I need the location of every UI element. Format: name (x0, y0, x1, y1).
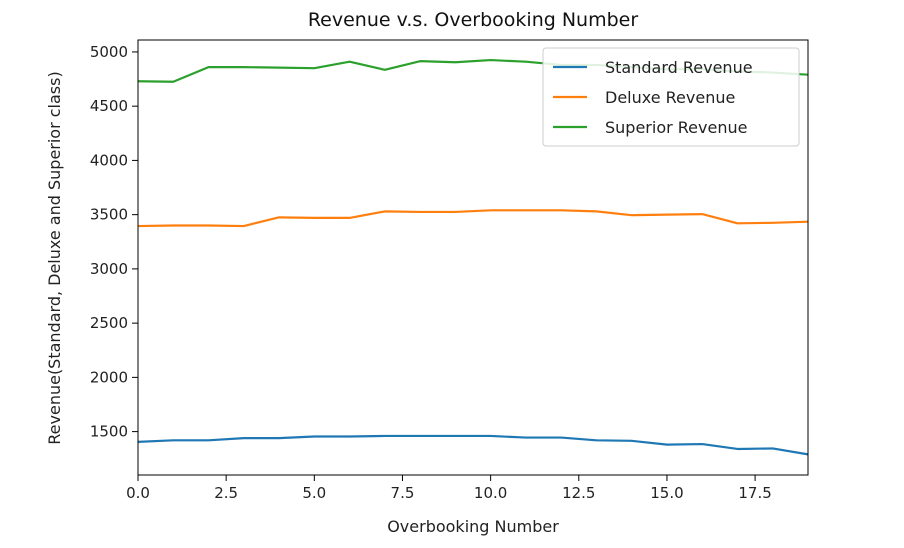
y-tick-label: 1500 (90, 423, 128, 441)
x-tick-label: 12.5 (562, 484, 595, 502)
y-axis-ticks: 1500 2000 2500 3000 3500 4000 4500 5000 (90, 43, 138, 441)
x-tick-label: 0.0 (126, 484, 150, 502)
legend: Standard Revenue Deluxe Revenue Superior R… (542, 47, 800, 147)
chart-title: Revenue v.s. Overbooking Number (308, 9, 639, 31)
x-tick-label: 15.0 (650, 484, 683, 502)
legend-entry-label: Superior Revenue (605, 118, 747, 137)
series-line-standard-revenue (137, 434, 809, 456)
x-axis-ticks: 0.0 2.5 5.0 7.5 10.0 12.5 15.0 17.5 (126, 475, 772, 502)
x-tick-label: 10.0 (474, 484, 507, 502)
legend-entry-label: Deluxe Revenue (605, 88, 735, 107)
x-tick-label: 17.5 (738, 484, 771, 502)
x-axis-label: Overbooking Number (387, 517, 559, 536)
y-tick-label: 4500 (90, 97, 128, 115)
y-tick-label: 2000 (90, 368, 128, 386)
y-tick-label: 2500 (90, 314, 128, 332)
plot-frame (137, 39, 809, 476)
y-axis-label: Revenue(Standard, Deluxe and Superior cl… (45, 71, 64, 444)
x-tick-label: 2.5 (214, 484, 238, 502)
series-line-deluxe-revenue (137, 209, 809, 228)
x-tick-label: 7.5 (391, 484, 415, 502)
y-tick-label: 3500 (90, 206, 128, 224)
y-tick-label: 4000 (90, 151, 128, 169)
y-tick-label: 5000 (90, 43, 128, 61)
legend-entry-label: Standard Revenue (605, 58, 753, 77)
x-tick-label: 5.0 (302, 484, 326, 502)
y-tick-label: 3000 (90, 260, 128, 278)
legend-box (542, 47, 800, 147)
